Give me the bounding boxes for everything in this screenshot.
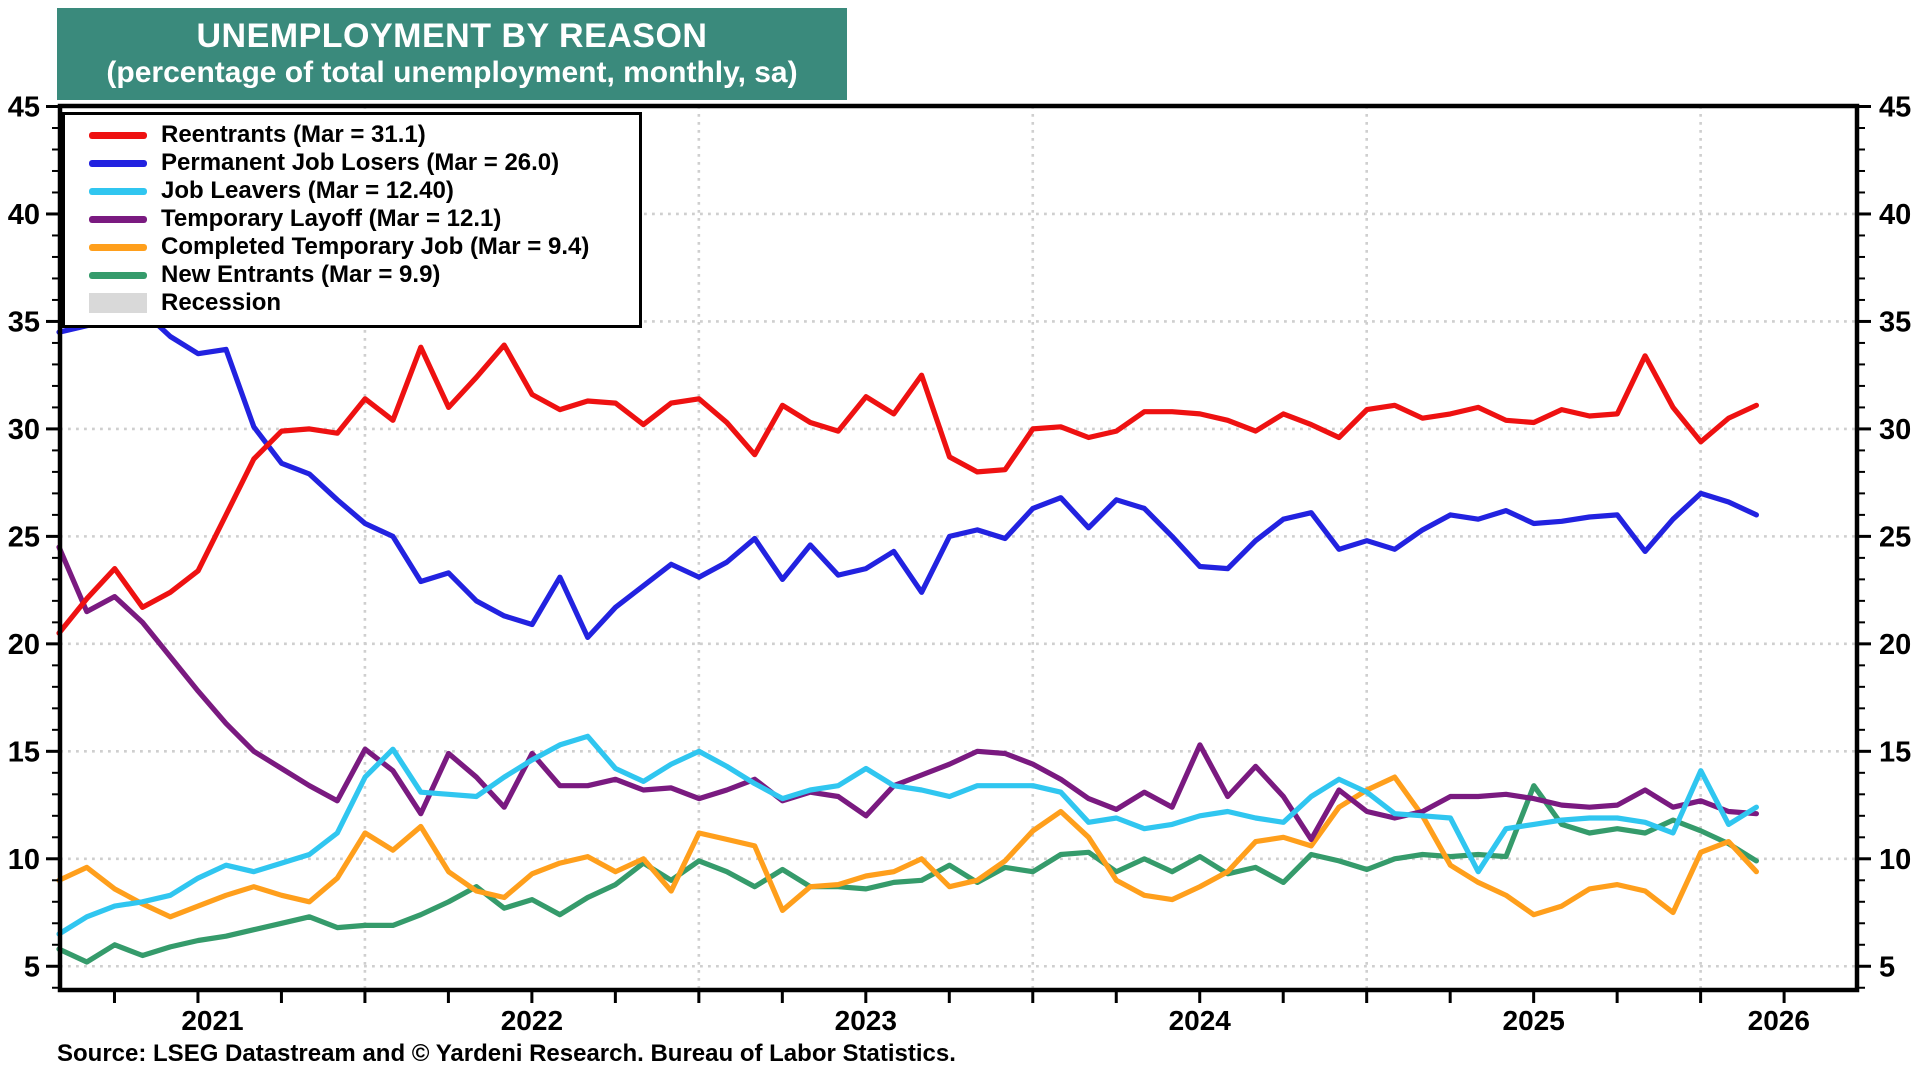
y-axis-label-right-5: 5 (1879, 951, 1895, 983)
legend-item-completed-temporary-job: Completed Temporary Job (Mar = 9.4) (75, 233, 629, 261)
legend-label-job-leavers: Job Leavers (Mar = 12.40) (161, 177, 454, 204)
y-axis-label-left-15: 15 (8, 736, 40, 768)
chart-title-box: UNEMPLOYMENT BY REASON (percentage of to… (57, 8, 847, 100)
legend-swatch-new-entrants-icon (89, 271, 147, 279)
y-axis-label-left-45: 45 (8, 92, 40, 124)
y-axis-label-right-40: 40 (1879, 199, 1911, 231)
series-line-new-entrants-mar (56, 783, 1760, 965)
y-axis-label-left-25: 25 (8, 521, 40, 553)
x-axis-label-2026: 2026 (1748, 1005, 1810, 1036)
y-axis-label-left-5: 5 (24, 951, 40, 983)
legend-item-temporary-layoff: Temporary Layoff (Mar = 12.1) (75, 205, 629, 233)
y-axis-label-left-35: 35 (8, 306, 40, 338)
legend-item-new-entrants: New Entrants (Mar = 9.9) (75, 261, 629, 289)
legend-swatch-temporary-layoff-icon (89, 215, 147, 223)
legend-label-completed-temporary-job: Completed Temporary Job (Mar = 9.4) (161, 233, 590, 260)
legend-label-new-entrants: New Entrants (Mar = 9.9) (161, 261, 441, 288)
legend-item-job-leavers: Job Leavers (Mar = 12.40) (75, 177, 629, 205)
x-axis-label-2021: 2021 (181, 1005, 243, 1036)
x-axis-label-2024: 2024 (1169, 1005, 1232, 1036)
x-axis-label-2025: 2025 (1503, 1005, 1565, 1036)
series-line-permanent-job-losers-mar (56, 308, 1760, 641)
legend-swatch-recession-icon (89, 293, 147, 313)
legend-label-reentrants: Reentrants (Mar = 31.1) (161, 121, 426, 148)
legend-swatch-permanent-job-losers-icon (89, 159, 147, 167)
chart-subtitle: (percentage of total unemployment, month… (106, 56, 798, 90)
y-axis-label-right-20: 20 (1879, 629, 1911, 661)
y-axis-label-left-20: 20 (8, 629, 40, 661)
chart-title: UNEMPLOYMENT BY REASON (196, 17, 708, 56)
series-line-job-leavers-mar (56, 733, 1760, 937)
y-axis-label-right-30: 30 (1879, 414, 1911, 446)
legend-label-permanent-job-losers: Permanent Job Losers (Mar = 26.0) (161, 149, 560, 176)
x-axis-label-2023: 2023 (835, 1005, 897, 1036)
y-axis-label-right-35: 35 (1879, 306, 1911, 338)
y-axis-label-right-10: 10 (1879, 844, 1911, 876)
legend-label-recession: Recession (161, 289, 282, 316)
legend-swatch-reentrants-icon (89, 131, 147, 139)
legend: Reentrants (Mar = 31.1) Permanent Job Lo… (62, 112, 642, 328)
legend-label-temporary-layoff: Temporary Layoff (Mar = 12.1) (161, 205, 502, 232)
y-axis-label-right-45: 45 (1879, 92, 1911, 124)
y-axis-label-left-40: 40 (8, 199, 40, 231)
y-axis-label-left-30: 30 (8, 414, 40, 446)
series-line-reentrants-mar (56, 342, 1760, 636)
y-axis-label-right-15: 15 (1879, 736, 1911, 768)
legend-item-recession: Recession (75, 289, 629, 317)
legend-item-permanent-job-losers: Permanent Job Losers (Mar = 26.0) (75, 149, 629, 177)
legend-swatch-completed-temporary-job-icon (89, 243, 147, 251)
x-axis-label-2022: 2022 (501, 1005, 563, 1036)
plot-frame (57, 103, 1860, 993)
y-axis-label-left-10: 10 (8, 844, 40, 876)
legend-item-reentrants: Reentrants (Mar = 31.1) (75, 121, 629, 149)
source-attribution: Source: LSEG Datastream and © Yardeni Re… (57, 1040, 956, 1067)
legend-swatch-job-leavers-icon (89, 187, 147, 195)
series-line-completed-temporary-job-mar (56, 774, 1760, 920)
series-line-temporary-layoff-mar (56, 544, 1760, 843)
y-axis-label-right-25: 25 (1879, 521, 1911, 553)
